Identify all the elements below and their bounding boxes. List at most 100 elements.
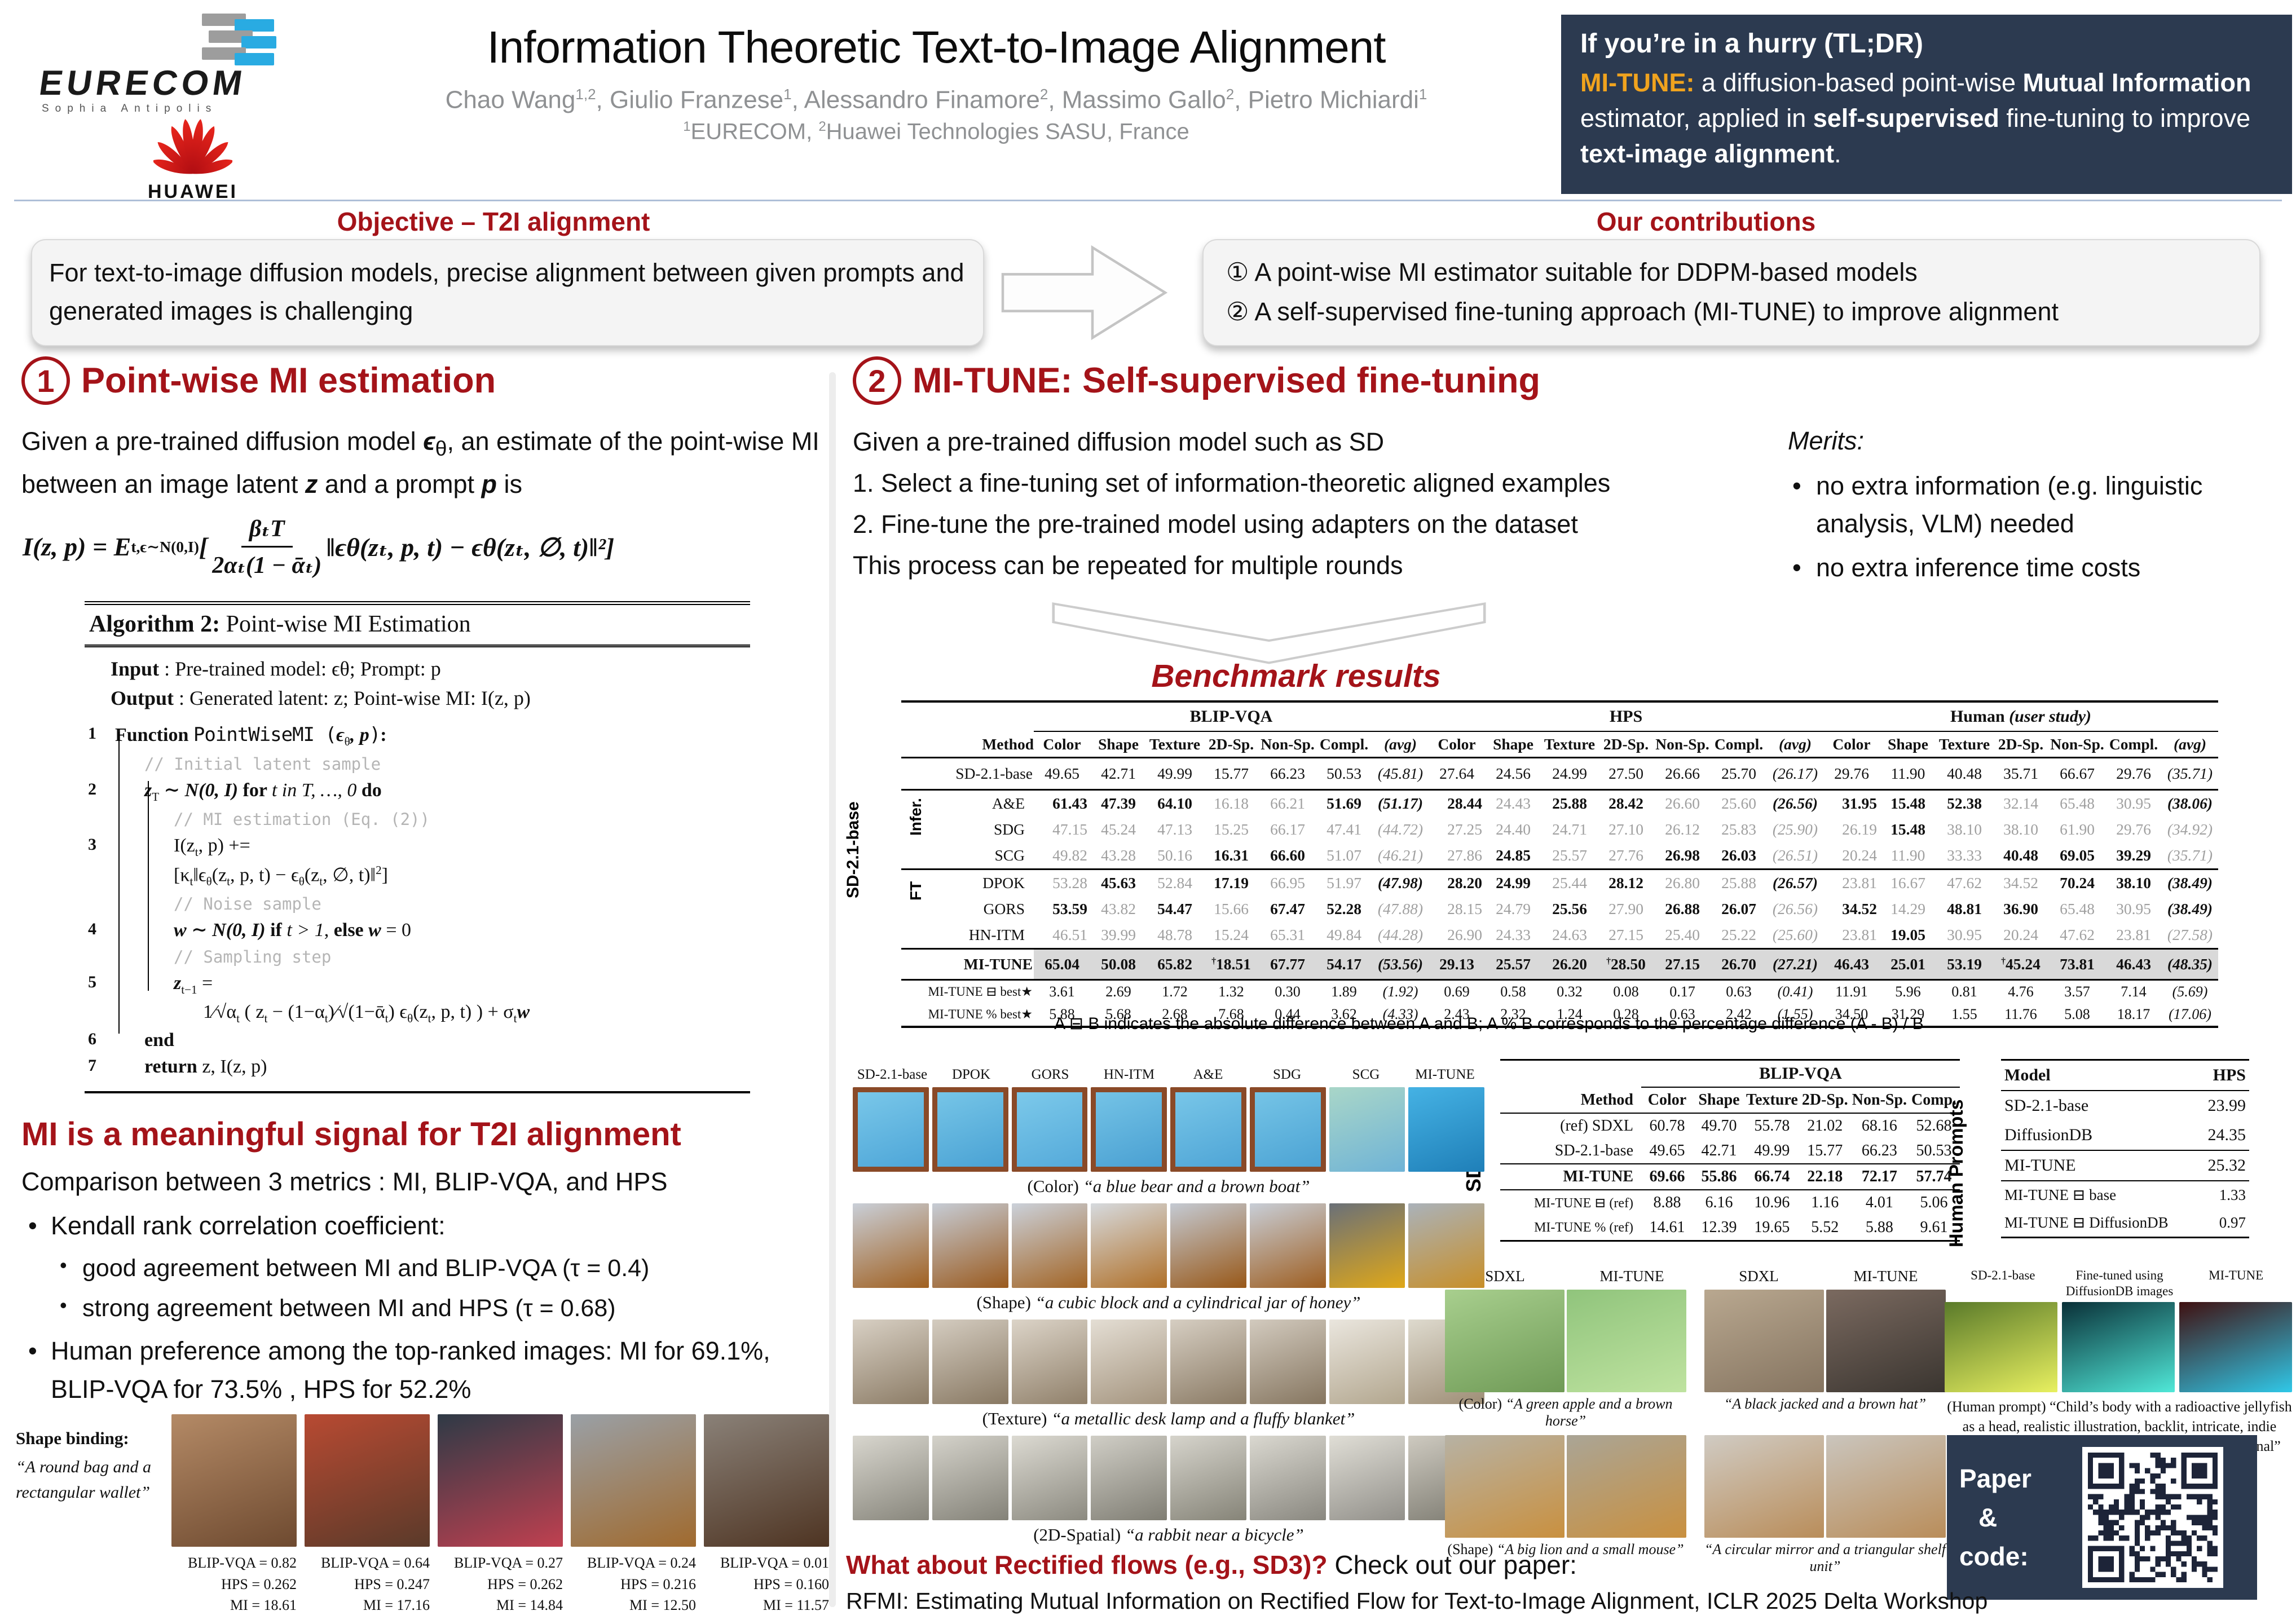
- caption-label: (2D-Spatial): [1033, 1525, 1125, 1544]
- sdxl-row-label: MI-TUNE: [1500, 1164, 1641, 1190]
- rectified-line1: What about Rectified flows (e.g., SD3)? …: [846, 1550, 2295, 1580]
- benchmark-column-header: Compl.: [1711, 731, 1767, 758]
- qualitative-grid: SD-2.1-base DPOK GORS HN-ITM A&E SDG SCG MI-TUN…: [853, 1067, 1484, 1552]
- example-image: [1170, 1087, 1246, 1172]
- benchmark-cell: (38.49): [2167, 900, 2213, 917]
- benchmark-cell: (48.35): [2162, 948, 2218, 981]
- benchmark-row-label: MI-TUNE ⊟ best★: [928, 985, 1033, 999]
- section2-body: Given a pre-trained diffusion model such…: [853, 422, 1778, 586]
- benchmark-cell: 51.07: [1316, 842, 1372, 870]
- caption-quote: “A circular mirror and a triangular shel…: [1704, 1541, 1946, 1574]
- objective-title: Objective – T2I alignment: [337, 207, 650, 236]
- text-segment: // Noise sample: [174, 894, 321, 914]
- benchmark-cell: (44.28): [1372, 922, 1429, 950]
- benchmark-cell: 11.91: [1835, 983, 1868, 1000]
- example-image: [1170, 1203, 1246, 1288]
- benchmark-cell: (1.55): [1777, 1006, 1813, 1022]
- benchmark-column-header: (avg): [1372, 731, 1429, 758]
- metric-line: BLIP-VQA = 0.27: [453, 1555, 563, 1571]
- text-segment: t: [190, 874, 193, 888]
- benchmark-cell: 49.82: [1034, 842, 1090, 870]
- example-image: [1091, 1436, 1167, 1520]
- author-name: Chao Wang: [445, 86, 576, 114]
- benchmark-cell: 23.81: [1842, 874, 1877, 892]
- benchmark-cell: 46.43: [2105, 948, 2162, 981]
- text-segment: t: [319, 874, 323, 888]
- benchmark-cell: 29.13: [1429, 948, 1485, 981]
- metric-line: HPS = 0.262: [221, 1576, 297, 1592]
- benchmark-cell: 30.95: [2116, 795, 2151, 812]
- algorithm-line-number: [88, 946, 115, 968]
- list-subitem: strong agreement between MI and HPS (τ =…: [51, 1290, 831, 1327]
- benchmark-cell: (46.21): [1372, 842, 1429, 870]
- mi-signal-intro: Comparison between 3 metrics : MI, BLIP-…: [21, 1167, 668, 1196]
- benchmark-cell: 17.19: [1214, 874, 1249, 892]
- author-sup: 2: [1226, 86, 1235, 103]
- sdxl-example-grid: (Color) “A green apple and a brown horse…: [1442, 1290, 1949, 1575]
- example-image: [1170, 1436, 1246, 1520]
- human-prompts-row-label: MI-TUNE: [2001, 1150, 2182, 1181]
- sdxl-row: MI-TUNE ⊟ (ref) 8.88 6.16 10.96 1.16 4.01 5.06: [1500, 1190, 1960, 1215]
- example-image: [1329, 1320, 1405, 1404]
- human-prompts-header-row: Model HPS: [2001, 1060, 2249, 1091]
- benchmark-cell: 5.68: [1105, 1006, 1131, 1022]
- affiliation-sup: 2: [818, 118, 826, 134]
- benchmark-cell: 64.10: [1157, 795, 1192, 812]
- example-image: [1011, 1087, 1088, 1172]
- author-name: Pietro Michiardi: [1248, 86, 1419, 114]
- benchmark-cell: 24.79: [1496, 900, 1531, 917]
- algorithm-line-body: // Sampling step: [115, 946, 331, 968]
- paper-code-label: Paper & code:: [1959, 1459, 2072, 1576]
- tldr-box: If you’re in a hurry (TL;DR) MI-TUNE: a …: [1561, 15, 2292, 194]
- sdxl-cell: 52.68: [1916, 1117, 1952, 1135]
- benchmark-cell: 47.13: [1157, 820, 1192, 838]
- logo-bar: [235, 53, 274, 65]
- metric-line: MI = 14.84: [496, 1597, 563, 1614]
- text-segment: and a prompt: [318, 470, 482, 499]
- algorithm-line-number: [88, 808, 115, 831]
- benchmark-column-header: Shape: [1880, 731, 1936, 758]
- benchmark-cell: 24.63: [1541, 922, 1598, 950]
- metric-line: BLIP-VQA = 0.82: [187, 1555, 297, 1571]
- affiliation-name: Huawei Technologies SASU, France: [826, 118, 1189, 144]
- algorithm-line-number: [88, 863, 115, 889]
- benchmark-column-header: Non-Sp.: [1259, 731, 1316, 758]
- benchmark-cell: 24.56: [1485, 757, 1541, 791]
- text-segment: Function: [115, 725, 193, 746]
- human-prompts-row: DiffusionDB 24.35: [2001, 1120, 2249, 1151]
- example-image: [853, 1087, 929, 1172]
- metric-line: HPS = 0.160: [753, 1576, 829, 1592]
- benchmark-cell: 20.24: [1993, 922, 2049, 950]
- text-segment: ∼ N(0, I): [159, 780, 243, 801]
- algorithm-title: Algorithm 2: Point-wise MI Estimation: [85, 605, 750, 647]
- benchmark-cell: 49.99: [1147, 757, 1203, 791]
- text-segment: z, I(z, p): [202, 1056, 267, 1078]
- benchmark-cell: 25.88: [1721, 874, 1756, 892]
- benchmark-row: DPOK 53.28 45.63 52.84 17.19 66.95 51.97 (47.98…: [901, 870, 2218, 897]
- benchmark-cell: 26.90: [1429, 922, 1485, 950]
- benchmark-cell: 48.81: [1947, 900, 1982, 917]
- algorithm-line-number: 3: [88, 835, 96, 854]
- sdxl-example-image: [1445, 1290, 1565, 1392]
- sdxl-example-caption: “A circular mirror and a triangular shel…: [1701, 1541, 1949, 1575]
- benchmark-cell: 48.78: [1147, 922, 1203, 950]
- dagger-mark: †: [1211, 956, 1217, 966]
- algorithm-line: // Sampling step: [88, 946, 750, 968]
- text-segment: θ: [206, 874, 212, 888]
- benchmark-cell: 26.88: [1665, 900, 1700, 917]
- text-segment: is: [497, 470, 523, 499]
- authors-line: Chao Wang1,2, Giulio Franzese1, Alessand…: [445, 86, 1427, 114]
- algorithm-input-text: : Pre-trained model: ϵθ; Prompt: p: [159, 657, 441, 680]
- human-prompts-table: Model HPS SD-2.1-base 23.99 DiffusionDB 24.35…: [2001, 1059, 2249, 1238]
- benchmark-cell: 27.25: [1447, 820, 1482, 838]
- shape-binding-metrics: BLIP-VQA = 0.82 HPS = 0.262 MI = 18.61: [171, 1552, 297, 1616]
- example-image: [1091, 1203, 1167, 1288]
- method-label: SCG: [1352, 1067, 1380, 1082]
- sdxl-column-header: Non-Sp.: [1850, 1087, 1909, 1114]
- benchmark-cell: 32.14: [2003, 795, 2038, 812]
- text-segment: ϵ: [336, 725, 345, 746]
- benchmark-cell: 65.48: [2060, 795, 2095, 812]
- benchmark-cell: 2.32: [1500, 1006, 1526, 1022]
- benchmark-cell: 18.17: [2117, 1006, 2150, 1022]
- tldr-bold: self-supervised: [1813, 104, 1999, 133]
